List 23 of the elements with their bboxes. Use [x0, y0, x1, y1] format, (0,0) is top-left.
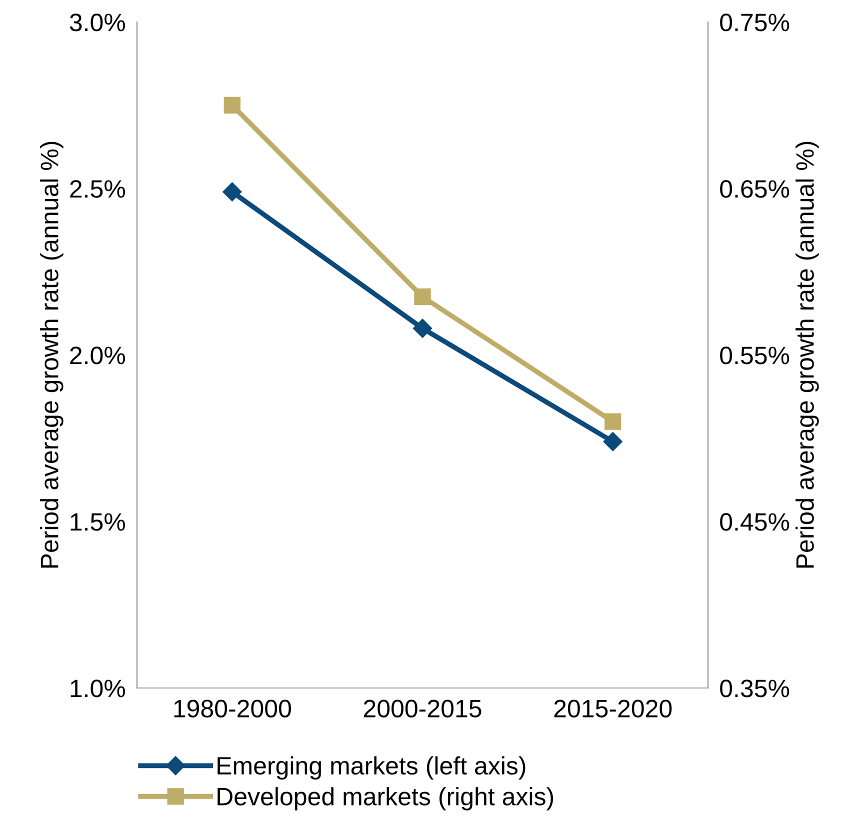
y-tick-label: 2.0%	[70, 346, 125, 364]
point	[604, 413, 622, 430]
y2-tick-label: 0.45%	[720, 513, 790, 531]
y2-tick-label: 0.65%	[720, 180, 790, 198]
y-tick-label: 1.5%	[70, 513, 125, 531]
y-tick-label: 2.5%	[70, 180, 125, 198]
y2-axis-title: Period average growth rate (annual %)	[796, 142, 819, 568]
legend-label: Emerging markets (left axis)	[218, 756, 526, 780]
y-tick-label: 3.0%	[70, 14, 125, 32]
y2-tick-label: 0.55%	[720, 346, 790, 364]
y2-tick-label: 0.35%	[720, 680, 790, 698]
point	[222, 182, 242, 202]
point	[412, 318, 432, 338]
point	[414, 288, 431, 306]
point	[224, 96, 240, 114]
x-tick-label: 2015-2020	[554, 700, 672, 718]
y-tick-label: 1.0%	[70, 680, 125, 698]
x-tick-label: 1980-2000	[174, 700, 291, 718]
y2-tick-label: 0.75%	[720, 14, 790, 32]
y-axis-title: Period average growth rate (annual %)	[40, 142, 64, 568]
x-tick-label: 2000-2015	[364, 700, 482, 718]
legend-label: Developed markets (right axis)	[218, 787, 554, 810]
point	[603, 432, 622, 452]
